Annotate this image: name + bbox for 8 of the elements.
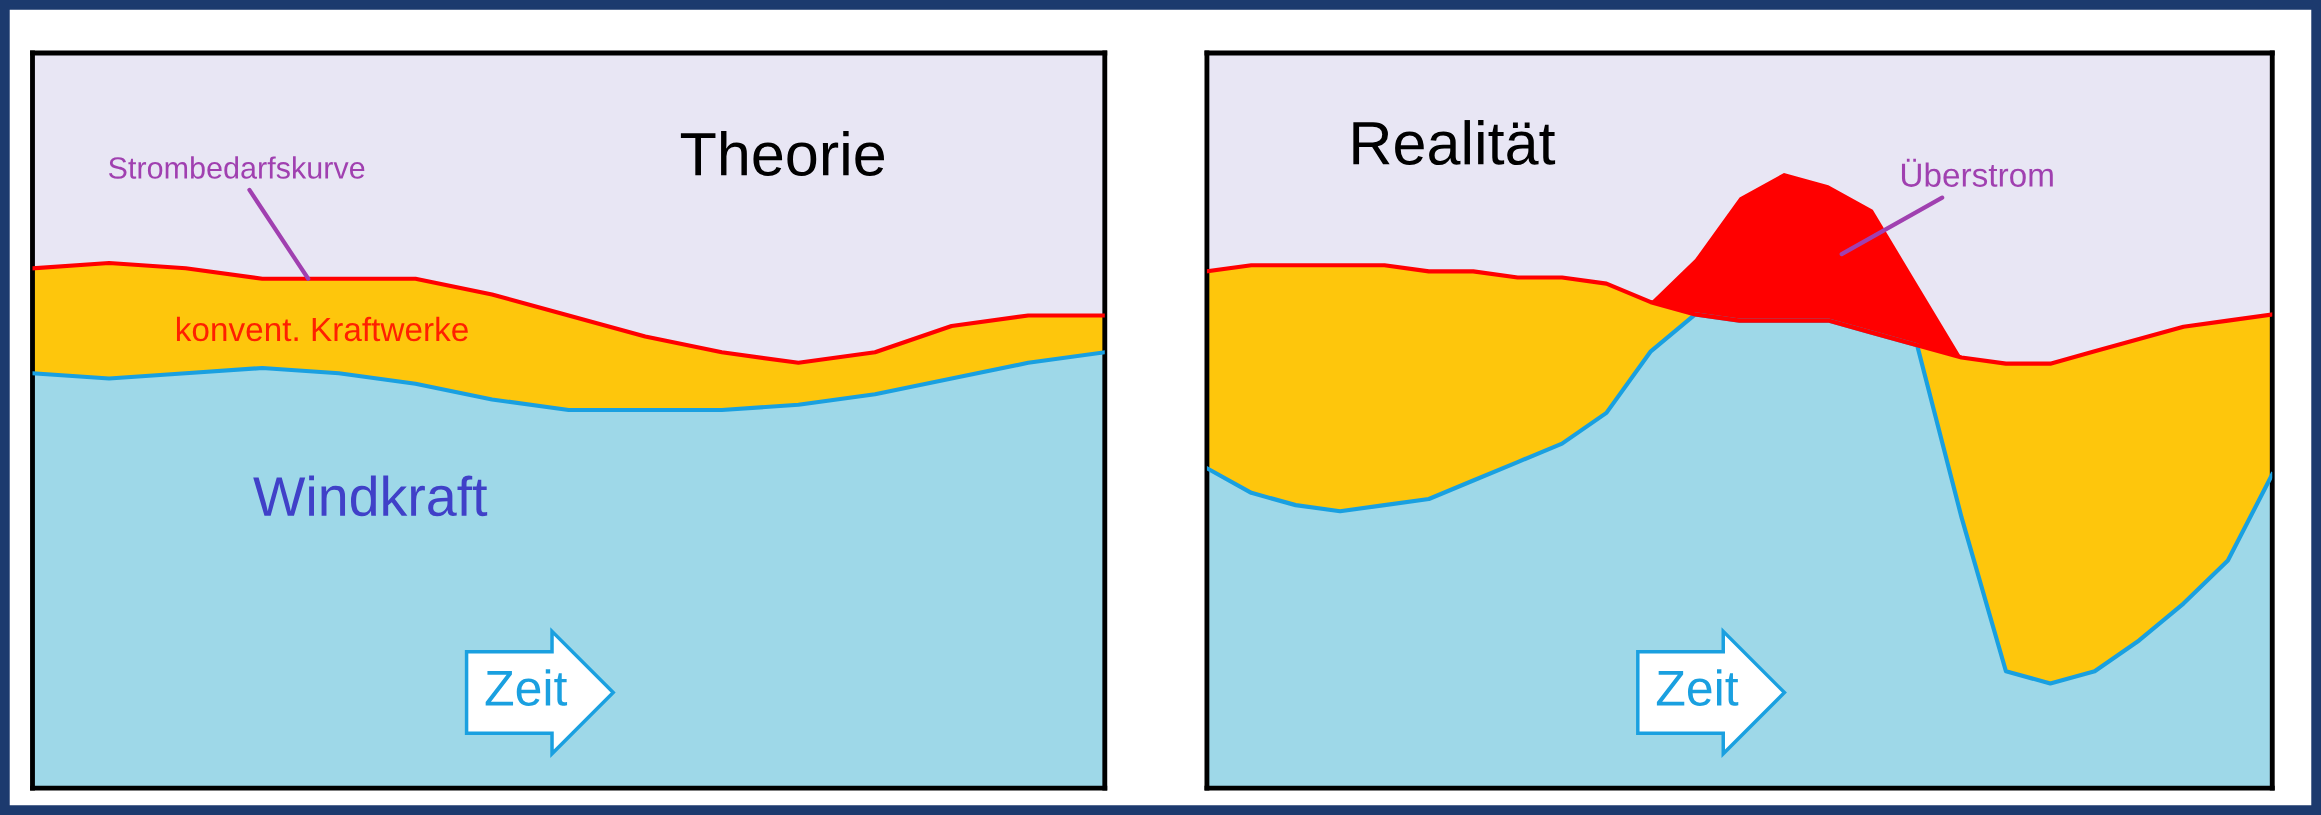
x-axis-title: Zeit xyxy=(485,669,568,706)
chart-title: Theorie xyxy=(680,131,884,176)
series-label: Windkraft xyxy=(253,475,488,517)
chart-title: Realität xyxy=(1353,120,1556,165)
text: Strombedarfskurve xyxy=(108,156,365,179)
series-label: konvent. Kraftwerke xyxy=(176,316,468,342)
series-label: Überstrom xyxy=(1901,158,2053,187)
x-axis-title: Zeit xyxy=(1656,669,1739,706)
